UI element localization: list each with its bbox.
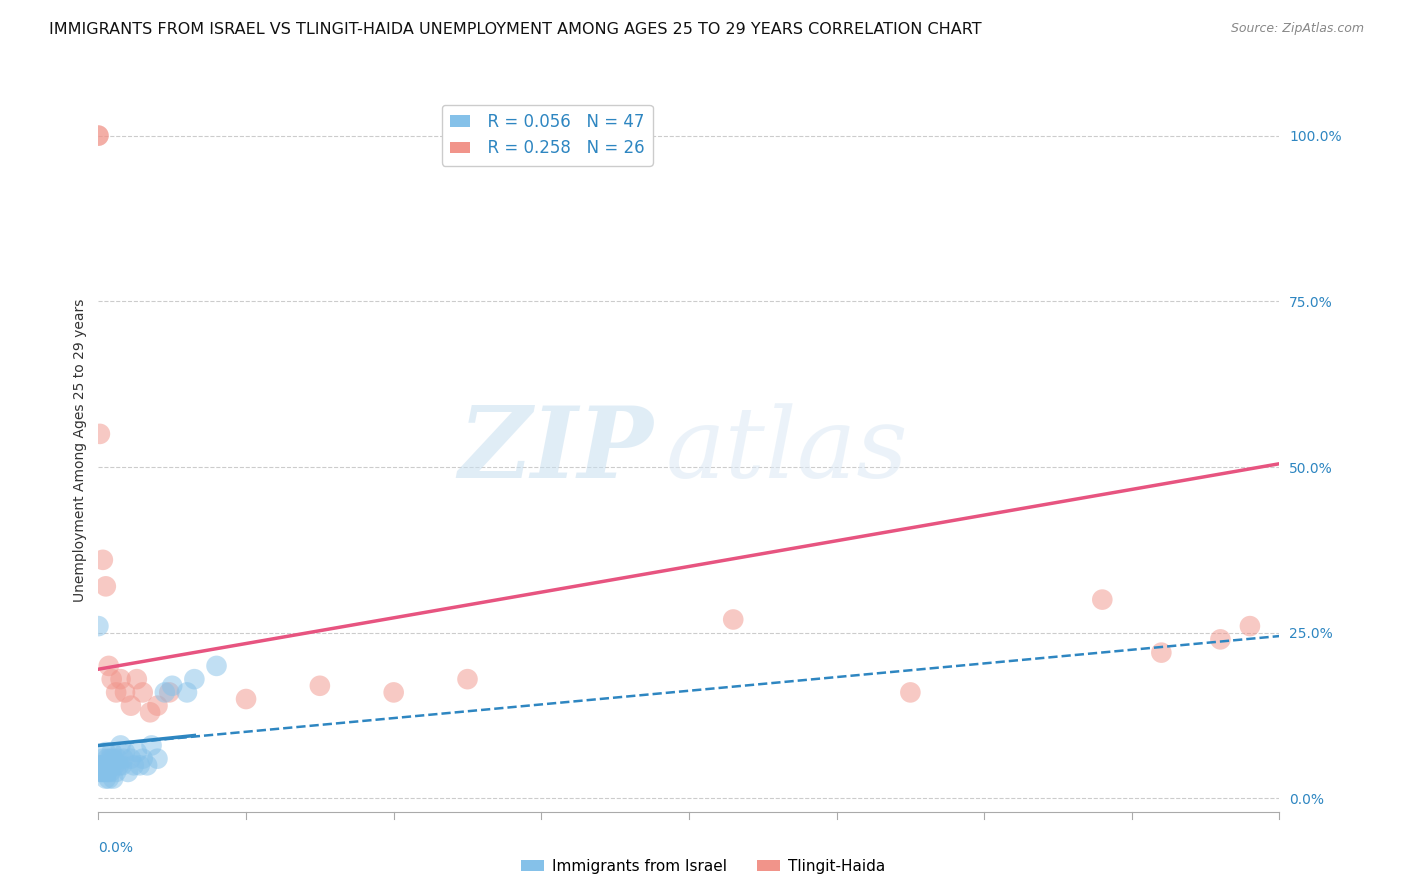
Point (112, 752, 135, 766)
Point (157, 685, 180, 699)
Point (183, 672, 205, 686)
Point (235, 692, 257, 706)
Text: ZIP: ZIP (458, 402, 654, 499)
Point (110, 672, 132, 686)
Point (132, 752, 155, 766)
Point (117, 764, 139, 779)
Point (104, 758, 127, 772)
Point (94, 745, 117, 759)
Point (103, 752, 125, 766)
Point (98, 752, 121, 766)
Point (97, 758, 120, 772)
Point (90, 758, 112, 772)
Point (146, 698, 169, 713)
Point (91, 553, 114, 567)
Point (96, 764, 118, 779)
Point (105, 685, 128, 699)
Point (723, 612, 745, 626)
Point (89, 764, 111, 779)
Point (96, 752, 118, 766)
Point (1091, 592, 1114, 607)
Point (110, 739, 132, 753)
Point (139, 706, 162, 720)
Point (153, 685, 176, 699)
Point (94, 772, 117, 786)
Point (93, 764, 115, 779)
Point (87, 128, 110, 143)
Point (146, 752, 169, 766)
Point (94, 579, 117, 593)
Point (91, 752, 114, 766)
Point (96, 764, 118, 779)
Legend: Immigrants from Israel, Tlingit-Haida: Immigrants from Israel, Tlingit-Haida (515, 853, 891, 880)
Text: Source: ZipAtlas.com: Source: ZipAtlas.com (1230, 22, 1364, 36)
Text: IMMIGRANTS FROM ISRAEL VS TLINGIT-HAIDA UNEMPLOYMENT AMONG AGES 25 TO 29 YEARS C: IMMIGRANTS FROM ISRAEL VS TLINGIT-HAIDA … (49, 22, 981, 37)
Point (120, 698, 142, 713)
Point (100, 672, 122, 686)
Point (125, 745, 148, 759)
Point (94, 758, 117, 772)
Point (91, 758, 114, 772)
Legend:   R = 0.056   N = 47,   R = 0.258   N = 26: R = 0.056 N = 47, R = 0.258 N = 26 (441, 104, 652, 166)
Point (111, 758, 134, 772)
Point (122, 758, 145, 772)
Point (457, 672, 479, 686)
Point (309, 679, 332, 693)
Point (97, 659, 120, 673)
Point (1239, 619, 1261, 633)
Point (97, 772, 120, 786)
Point (87, 128, 110, 143)
Point (900, 685, 922, 699)
Point (107, 752, 129, 766)
Point (382, 685, 405, 699)
Point (114, 685, 136, 699)
Point (120, 752, 142, 766)
Point (100, 745, 122, 759)
Point (205, 659, 228, 673)
Text: 0.0%: 0.0% (98, 840, 134, 855)
Point (114, 745, 136, 759)
Point (125, 672, 148, 686)
Point (98, 758, 121, 772)
Y-axis label: Unemployment Among Ages 25 to 29 years: Unemployment Among Ages 25 to 29 years (73, 299, 87, 602)
Point (132, 685, 155, 699)
Point (103, 772, 125, 786)
Text: atlas: atlas (665, 403, 908, 498)
Point (89, 426, 111, 441)
Point (1209, 632, 1232, 647)
Point (1150, 646, 1173, 660)
Point (87, 619, 110, 633)
Point (136, 758, 159, 772)
Point (93, 758, 115, 772)
Point (105, 764, 128, 779)
Point (141, 739, 163, 753)
Point (108, 758, 131, 772)
Point (128, 758, 150, 772)
Point (90, 764, 112, 779)
Point (162, 679, 183, 693)
Point (100, 758, 122, 772)
Point (98, 764, 121, 779)
Point (89, 758, 111, 772)
Point (91, 764, 114, 779)
Point (176, 685, 198, 699)
